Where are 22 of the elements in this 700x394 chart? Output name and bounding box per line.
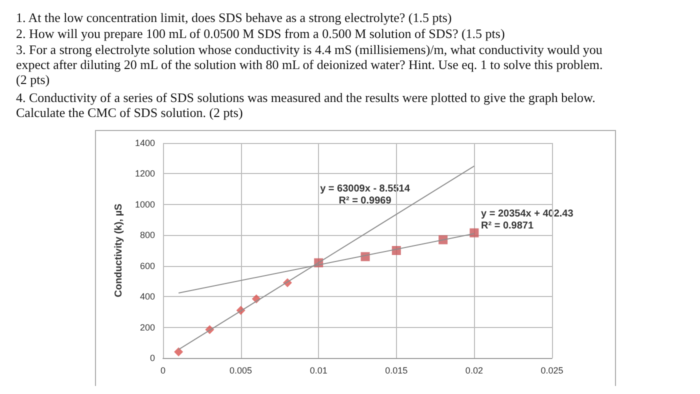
x-tick-label: 0.005 bbox=[230, 366, 252, 376]
y-axis-title: Conductivity (k), µS bbox=[114, 203, 125, 298]
x-tick-label: 0 bbox=[160, 366, 166, 376]
y-tick-label: 1400 bbox=[134, 138, 155, 148]
text: 1. At the low concentration limit, does SDS behave as a strong electrolyte? (1.5 pts) bbox=[16, 10, 452, 25]
y-tick-label: 200 bbox=[140, 322, 155, 332]
point bbox=[174, 347, 184, 356]
x-tick-label: 0.025 bbox=[540, 366, 564, 376]
annotation: y = 63009x - 8.5514 R² = 0.9969 bbox=[320, 184, 410, 206]
text: 2. How will you prepare 100 mL of 0.0500 M SDS from a 0.500 M solution of SDS? (1.5 pts) bbox=[16, 26, 505, 41]
y-tick-label: 1000 bbox=[134, 199, 155, 210]
y-tick-label: 0 bbox=[150, 353, 155, 363]
y-tick-label: 1200 bbox=[134, 168, 155, 179]
y-tick-label: 600 bbox=[140, 260, 155, 271]
y-tick-label: 800 bbox=[140, 230, 155, 240]
x-tick-label: 0.015 bbox=[385, 366, 408, 376]
text: 4. Conductivity of a series of SDS solutions was measured and the results were plotted to give the graph below. Calculate the CMC of SDS solution. (2 pts) bbox=[16, 90, 599, 120]
y-tick-label: 400 bbox=[140, 292, 155, 302]
x-tick-label: 0.01 bbox=[310, 366, 328, 376]
x-tick-label: 0.02 bbox=[465, 366, 483, 376]
point bbox=[470, 228, 479, 238]
text: 3. For a strong electrolyte solution whose conductivity is 4.4 mS (millisiemens)/m, what conductivity would you expect after diluting 20 mL of the solution with 80 mL of deionized water? Hint. Use eq. 1 to solve this problem. (2 pts) bbox=[16, 42, 606, 87]
